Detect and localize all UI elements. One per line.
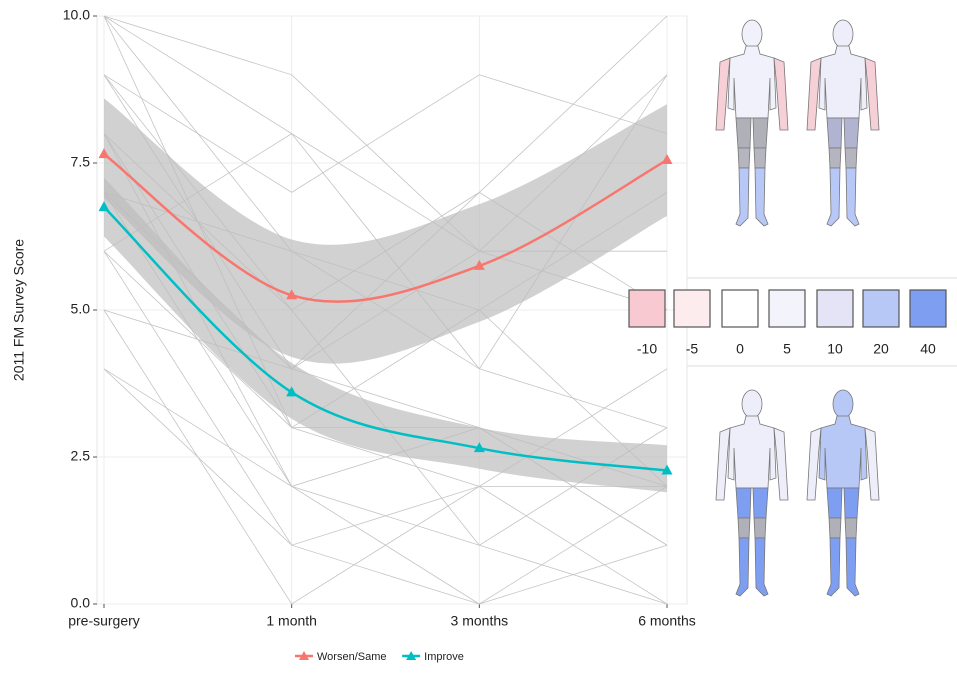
y-tick-label: 5.0 bbox=[71, 301, 91, 317]
y-tick-label: 2.5 bbox=[71, 448, 91, 464]
scale-label: 0 bbox=[736, 341, 744, 357]
scale-label: 40 bbox=[920, 341, 936, 357]
body-figure bbox=[807, 20, 879, 226]
x-tick-label: 6 months bbox=[638, 613, 696, 629]
scale-swatch bbox=[863, 290, 899, 327]
x-tick-label: 3 months bbox=[451, 613, 509, 629]
scale-swatch bbox=[722, 290, 758, 327]
y-tick-label: 10.0 bbox=[63, 7, 90, 23]
scale-swatch bbox=[629, 290, 665, 327]
y-tick-label: 0.0 bbox=[71, 595, 91, 611]
body-figure bbox=[716, 20, 788, 226]
page: {"chart_data": {"type": "line", "y_label… bbox=[0, 0, 957, 668]
scale-label: 10 bbox=[827, 341, 843, 357]
scale-swatch bbox=[769, 290, 805, 327]
scale-label: 5 bbox=[783, 341, 791, 357]
body-figure bbox=[716, 390, 788, 596]
scale-label: 20 bbox=[873, 341, 889, 357]
y-tick-label: 7.5 bbox=[71, 154, 91, 170]
scale-swatch bbox=[910, 290, 946, 327]
scale-label: -5 bbox=[686, 341, 699, 357]
scale-swatch bbox=[674, 290, 710, 327]
chart: 2011 FM Survey Score 0.0 2.5 5.0 7.5 10.0 pre… bbox=[0, 0, 957, 668]
scale-label: -10 bbox=[637, 341, 657, 357]
legend-label: Improve bbox=[424, 651, 464, 663]
legend-label: Worsen/Same bbox=[317, 651, 387, 663]
y-axis-label: 2011 FM Survey Score bbox=[11, 239, 27, 381]
body-figure bbox=[807, 390, 879, 596]
x-tick-label: 1 month bbox=[266, 613, 317, 629]
scale-swatch bbox=[817, 290, 853, 327]
x-tick-label: pre-surgery bbox=[68, 613, 140, 629]
